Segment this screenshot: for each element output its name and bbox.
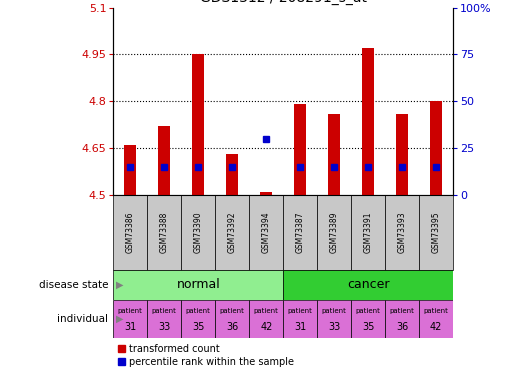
Bar (430, 101, 442, 195)
Text: GSM73389: GSM73389 (330, 212, 339, 253)
Bar (192, 54, 204, 195)
Text: patient: patient (152, 308, 177, 314)
Bar (351, 195, 385, 270)
Bar (113, 300, 147, 338)
Text: patient: patient (322, 308, 347, 314)
Bar (385, 300, 419, 338)
Bar (283, 195, 317, 270)
Text: patient: patient (118, 308, 143, 314)
Bar (249, 195, 283, 270)
Text: GSM73394: GSM73394 (262, 211, 271, 254)
Text: GSM73395: GSM73395 (432, 211, 441, 254)
Text: normal: normal (177, 279, 220, 291)
Text: ▶: ▶ (116, 314, 124, 324)
Text: patient: patient (186, 308, 211, 314)
Text: patient: patient (390, 308, 415, 314)
Bar (215, 300, 249, 338)
Legend: transformed count, percentile rank within the sample: transformed count, percentile rank withi… (118, 344, 294, 367)
Text: 33: 33 (158, 322, 170, 332)
Text: GSM73391: GSM73391 (364, 212, 373, 253)
Bar (328, 114, 340, 195)
Text: patient: patient (288, 308, 313, 314)
Text: patient: patient (424, 308, 449, 314)
Text: patient: patient (254, 308, 279, 314)
Bar (317, 195, 351, 270)
Bar (215, 195, 249, 270)
Text: GSM73390: GSM73390 (194, 211, 203, 254)
Bar (283, 300, 317, 338)
Bar (113, 195, 147, 270)
Text: 36: 36 (226, 322, 238, 332)
Text: 42: 42 (430, 322, 442, 332)
Bar (317, 300, 351, 338)
Text: GSM73392: GSM73392 (228, 212, 237, 253)
Bar (113, 270, 283, 300)
Bar (362, 48, 374, 195)
Text: individual: individual (57, 314, 108, 324)
Text: disease state: disease state (39, 280, 108, 290)
Text: 35: 35 (362, 322, 374, 332)
Bar (147, 195, 181, 270)
Text: GSM73387: GSM73387 (296, 212, 305, 253)
Bar (351, 300, 385, 338)
Bar (260, 192, 272, 195)
Text: 31: 31 (294, 322, 306, 332)
Text: GSM73388: GSM73388 (160, 212, 169, 253)
Bar (385, 195, 419, 270)
Text: 36: 36 (396, 322, 408, 332)
Text: GSM73386: GSM73386 (126, 212, 135, 253)
Bar (396, 114, 408, 195)
Text: ▶: ▶ (116, 280, 124, 290)
Bar (419, 195, 453, 270)
Text: 31: 31 (124, 322, 136, 332)
Bar (294, 104, 306, 195)
Bar (283, 270, 453, 300)
Text: GSM73393: GSM73393 (398, 211, 407, 254)
Bar (226, 154, 238, 195)
Bar (181, 195, 215, 270)
Text: 35: 35 (192, 322, 204, 332)
Title: GDS1312 / 208291_s_at: GDS1312 / 208291_s_at (200, 0, 367, 5)
Text: patient: patient (220, 308, 245, 314)
Text: patient: patient (356, 308, 381, 314)
Bar (158, 126, 170, 195)
Bar (181, 300, 215, 338)
Text: cancer: cancer (347, 279, 389, 291)
Bar (249, 300, 283, 338)
Bar (124, 145, 136, 195)
Bar (419, 300, 453, 338)
Text: 33: 33 (328, 322, 340, 332)
Bar (147, 300, 181, 338)
Text: 42: 42 (260, 322, 272, 332)
